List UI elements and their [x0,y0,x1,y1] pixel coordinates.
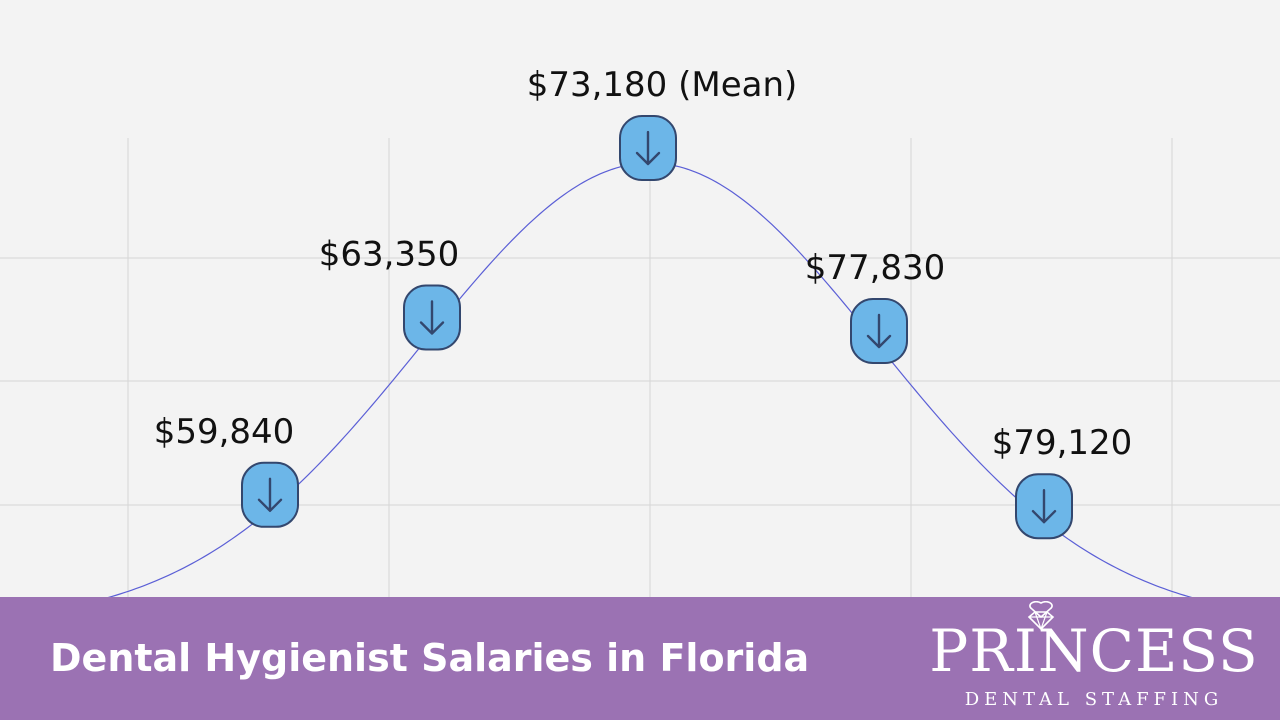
salary-label-1: $59,840 [154,412,295,452]
arrow-down-icon [419,300,445,335]
salary-marker-3: $73,180 (Mean) [527,65,798,181]
footer-banner: Dental Hygienist Salaries in Florida PRI… [0,597,1280,720]
diamond-icon [1027,601,1055,631]
arrow-down-icon [866,313,892,349]
salary-label-4: $77,830 [805,248,946,288]
arrow-down-icon [635,130,661,166]
salary-label-5: $79,120 [992,423,1133,463]
salary-marker-1: $59,840 [154,412,299,528]
salary-annotations: $59,840 $63,350 $73,180 (Mean) $77,830 $79,1… [154,65,1133,540]
salary-label-3: $73,180 (Mean) [527,65,798,105]
footer-title: Dental Hygienist Salaries in Florida [50,636,810,680]
salary-marker-5: $79,120 [992,423,1133,540]
arrow-down-icon [1031,489,1057,524]
salary-marker-2: $63,350 [319,235,461,351]
logo-wordmark: PRINCESS [929,617,1259,685]
arrow-down-icon [257,477,283,512]
salary-label-2: $63,350 [319,235,460,275]
logo-tagline: DENTAL STAFFING [964,689,1224,710]
chart-grid [0,138,1280,597]
princess-dental-staffing-logo: PRINCESS DENTAL STAFFING [918,599,1270,717]
salary-marker-4: $77,830 [805,248,946,364]
